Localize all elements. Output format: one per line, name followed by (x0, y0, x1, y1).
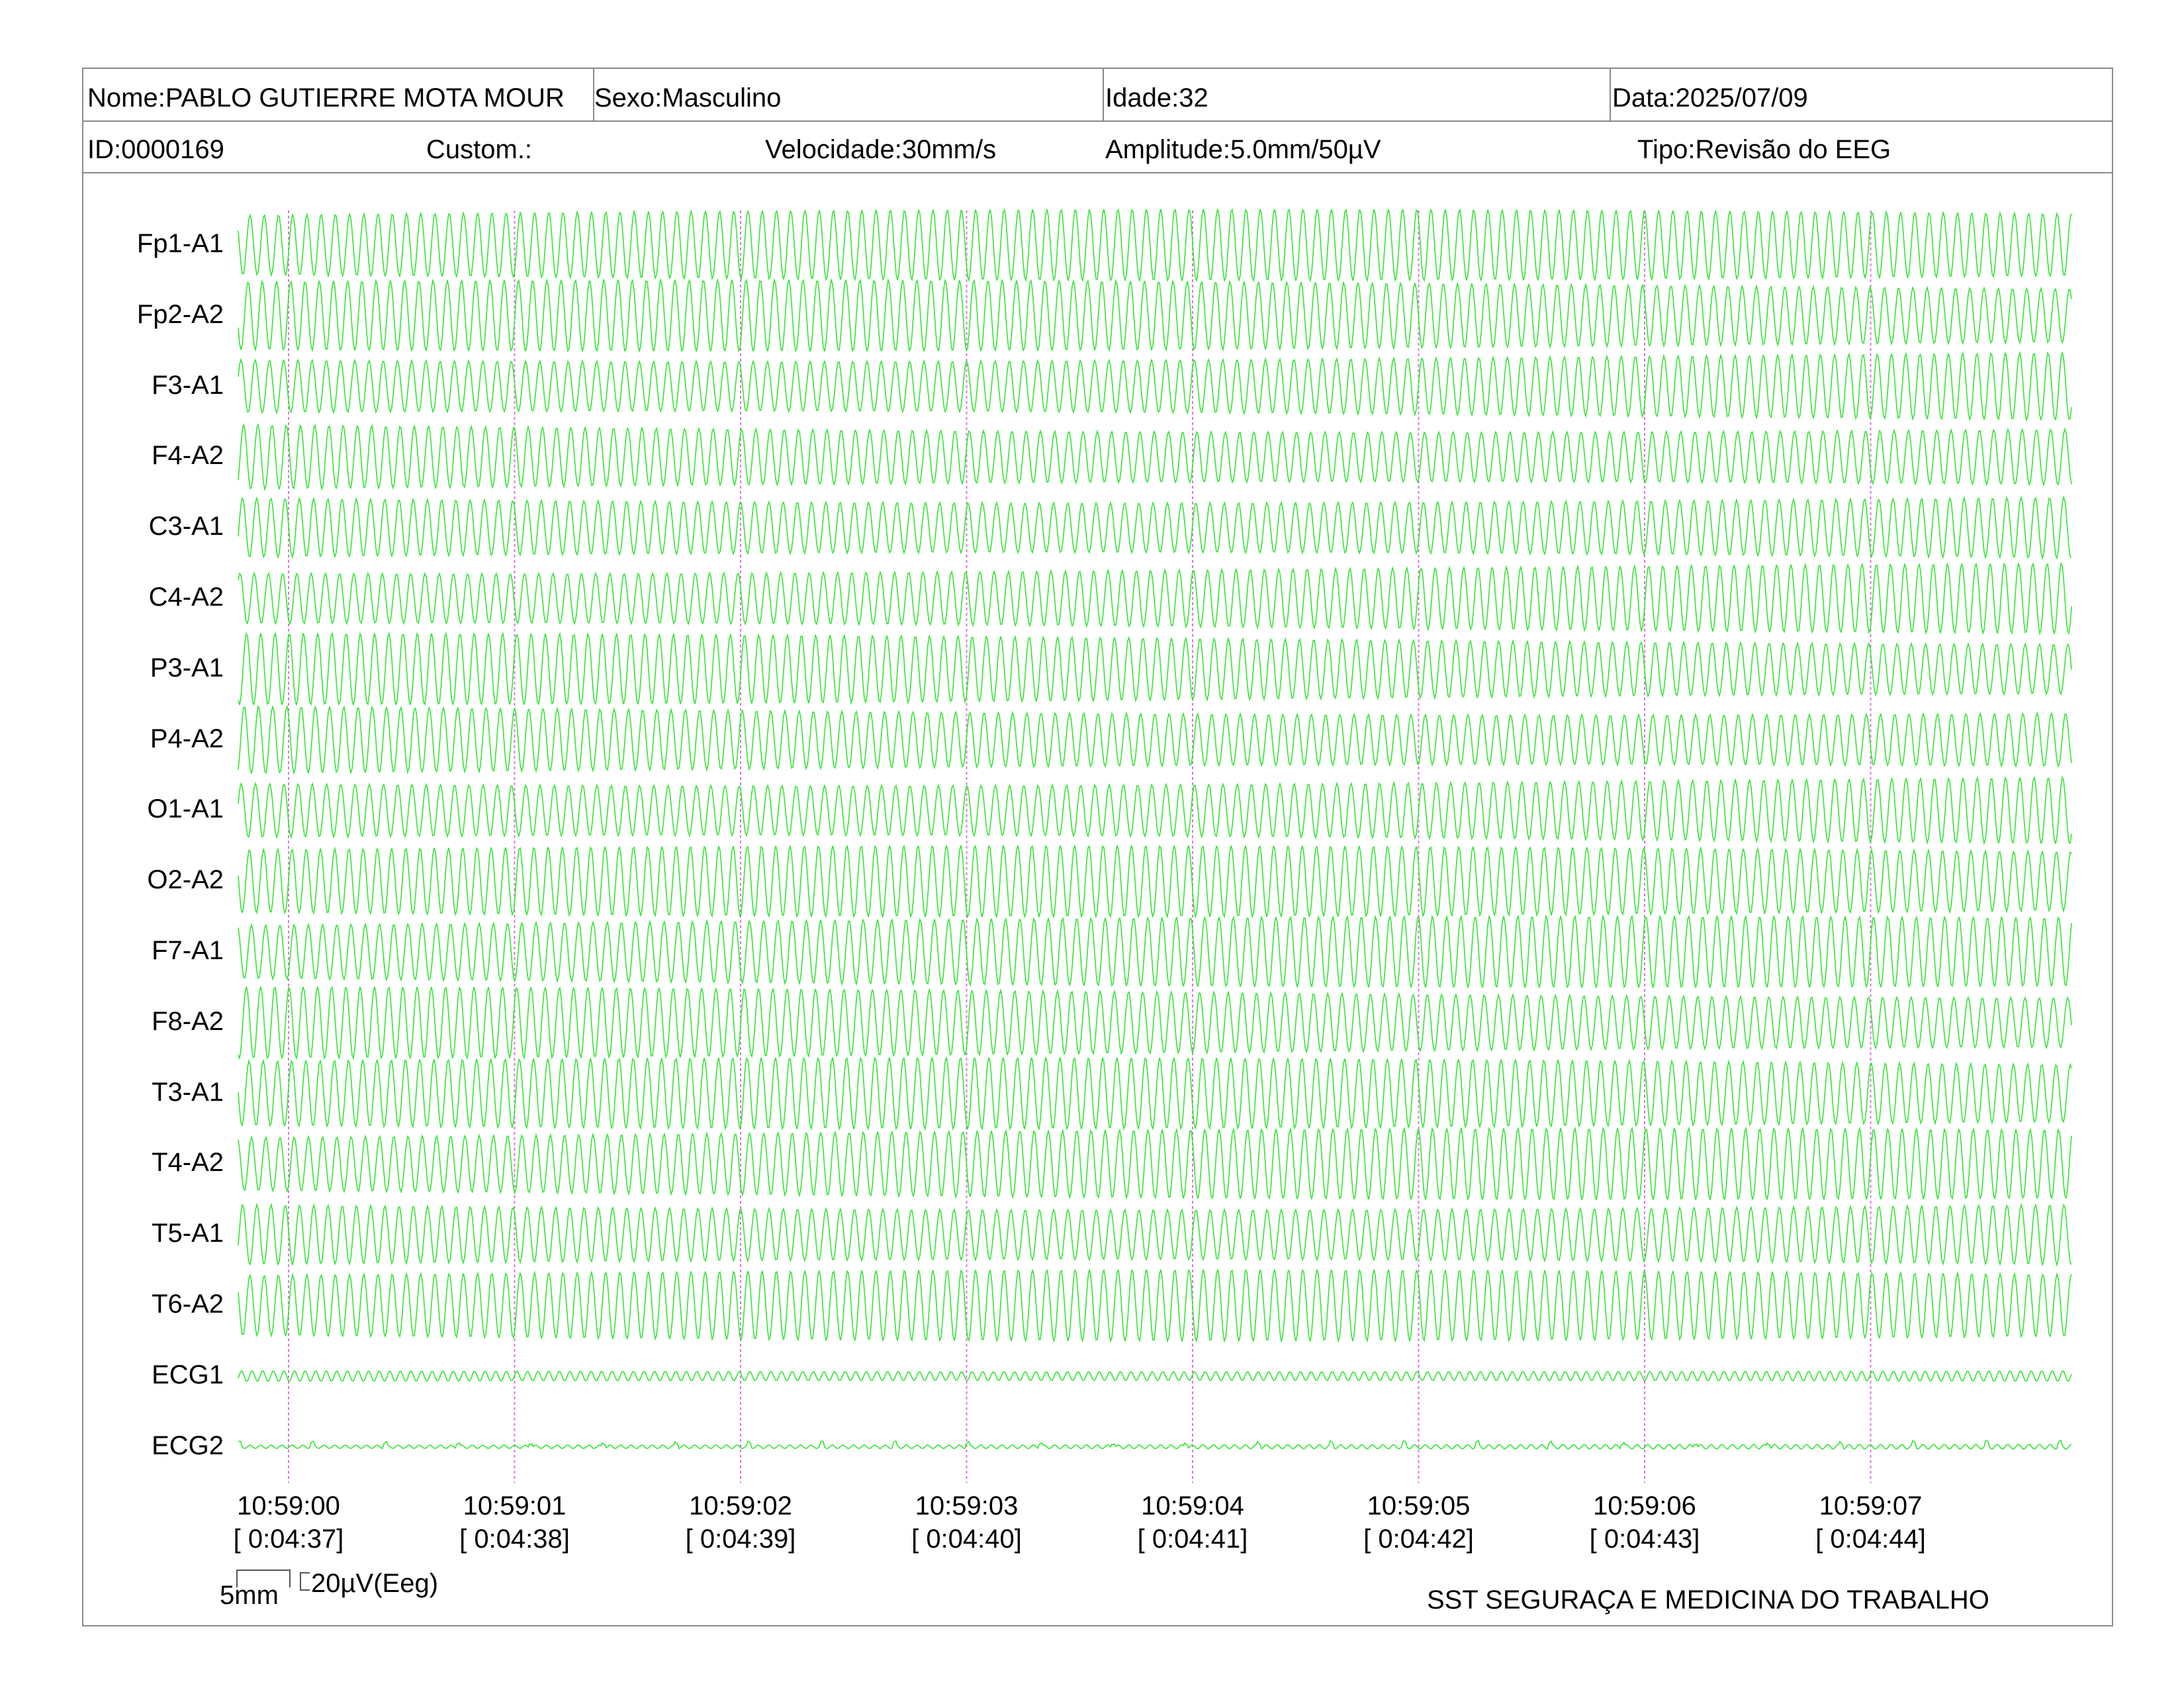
time-mark-label: 10:59:03[ 0:04:40] (887, 1489, 1046, 1556)
clock-time: 10:59:04 (1141, 1491, 1244, 1521)
time-mark-label: 10:59:05[ 0:04:42] (1340, 1489, 1498, 1556)
recording-amplitude: Amplitude:5.0mm/50µV (1105, 135, 1381, 164)
eeg-report-frame: Nome:PABLO GUTIERRE MOTA MOUR Sexo:Mascu… (82, 68, 2113, 1626)
channel-label: Fp1-A1 (136, 229, 224, 258)
channel-trace (238, 1370, 2072, 1382)
channel-label: T3-A1 (152, 1077, 224, 1107)
channel-trace (238, 1439, 2072, 1450)
elapsed-time: [ 0:04:44] (1815, 1524, 1926, 1554)
channel-trace (238, 1268, 2072, 1343)
channel-label: O2-A2 (147, 865, 224, 895)
elapsed-time: [ 0:04:43] (1589, 1524, 1700, 1554)
clock-time: 10:59:01 (463, 1491, 567, 1521)
header-bottom-border (83, 172, 2112, 173)
channel-label: F3-A1 (152, 370, 224, 400)
channel-trace (238, 277, 2072, 353)
elapsed-time: [ 0:04:40] (911, 1524, 1022, 1554)
clock-time: 10:59:00 (237, 1491, 340, 1521)
channel-trace (238, 351, 2072, 422)
channel-trace (238, 1126, 2072, 1201)
patient-name: Nome:PABLO GUTIERRE MOTA MOUR (87, 83, 565, 113)
channel-trace (238, 845, 2072, 919)
time-mark-label: 10:59:06[ 0:04:43] (1565, 1489, 1724, 1556)
channel-label: T5-A1 (152, 1219, 224, 1248)
header-cell-divider (593, 69, 594, 120)
channel-trace (238, 208, 2072, 283)
time-mark-label: 10:59:02[ 0:04:39] (661, 1489, 820, 1556)
channel-label: P4-A2 (150, 724, 224, 753)
clinic-brand: SST SEGURAÇA E MEDICINA DO TRABALHO (1427, 1585, 1989, 1615)
clock-time: 10:59:07 (1819, 1491, 1923, 1521)
time-mark-label: 10:59:07[ 0:04:44] (1792, 1489, 1950, 1556)
header-divider (83, 120, 2112, 122)
channel-trace (238, 631, 2072, 706)
channel-label: F7-A1 (152, 936, 224, 965)
channel-trace (238, 495, 2072, 561)
channel-label: C4-A2 (148, 583, 224, 612)
channel-label: C3-A1 (148, 512, 224, 541)
channel-label: ECG2 (152, 1430, 224, 1460)
exam-date: Data:2025/07/09 (1612, 83, 1808, 113)
channel-trace (238, 986, 2072, 1060)
channel-label: T6-A2 (152, 1289, 224, 1319)
channel-label: F8-A2 (152, 1006, 224, 1036)
channel-trace (238, 562, 2072, 635)
patient-id: ID:0000169 (87, 135, 224, 164)
clock-time: 10:59:06 (1593, 1491, 1696, 1521)
channel-label: ECG1 (152, 1360, 224, 1389)
channel-label: P3-A1 (150, 653, 224, 682)
channel-trace (238, 422, 2072, 491)
channel-trace (238, 704, 2072, 776)
time-mark-label: 10:59:01[ 0:04:38] (435, 1489, 594, 1556)
clock-time: 10:59:05 (1367, 1491, 1471, 1521)
clock-time: 10:59:03 (915, 1491, 1019, 1521)
channel-label: T4-A2 (152, 1148, 224, 1178)
report-type: Tipo:Revisão do EEG (1637, 135, 1891, 164)
amp-scale-bracket (300, 1572, 310, 1591)
header-cell-divider (1610, 69, 1611, 120)
time-scale-label: 5mm (220, 1581, 279, 1610)
patient-sex: Sexo:Masculino (594, 83, 782, 113)
channel-trace (238, 1056, 2072, 1131)
amp-scale-label: 20µV(Eeg) (311, 1569, 439, 1598)
elapsed-time: [ 0:04:39] (685, 1524, 796, 1554)
recording-speed: Velocidade:30mm/s (765, 135, 997, 164)
elapsed-time: [ 0:04:41] (1137, 1524, 1248, 1554)
channel-label: F4-A2 (152, 441, 224, 471)
channel-label: O1-A1 (147, 794, 224, 824)
elapsed-time: [ 0:04:42] (1363, 1524, 1474, 1554)
time-scale-bracket (236, 1570, 291, 1587)
header-cell-divider (1103, 69, 1104, 120)
time-mark-label: 10:59:04[ 0:04:41] (1113, 1489, 1272, 1556)
clock-time: 10:59:02 (689, 1491, 792, 1521)
channel-trace (238, 775, 2072, 845)
custom-field: Custom.: (426, 135, 533, 164)
channel-trace (238, 914, 2072, 989)
channel-trace (238, 1202, 2072, 1267)
elapsed-time: [ 0:04:38] (459, 1524, 570, 1554)
patient-age: Idade:32 (1105, 83, 1208, 113)
elapsed-time: [ 0:04:37] (233, 1524, 344, 1554)
channel-label: Fp2-A2 (136, 299, 224, 329)
time-mark-label: 10:59:00[ 0:04:37] (209, 1489, 368, 1556)
